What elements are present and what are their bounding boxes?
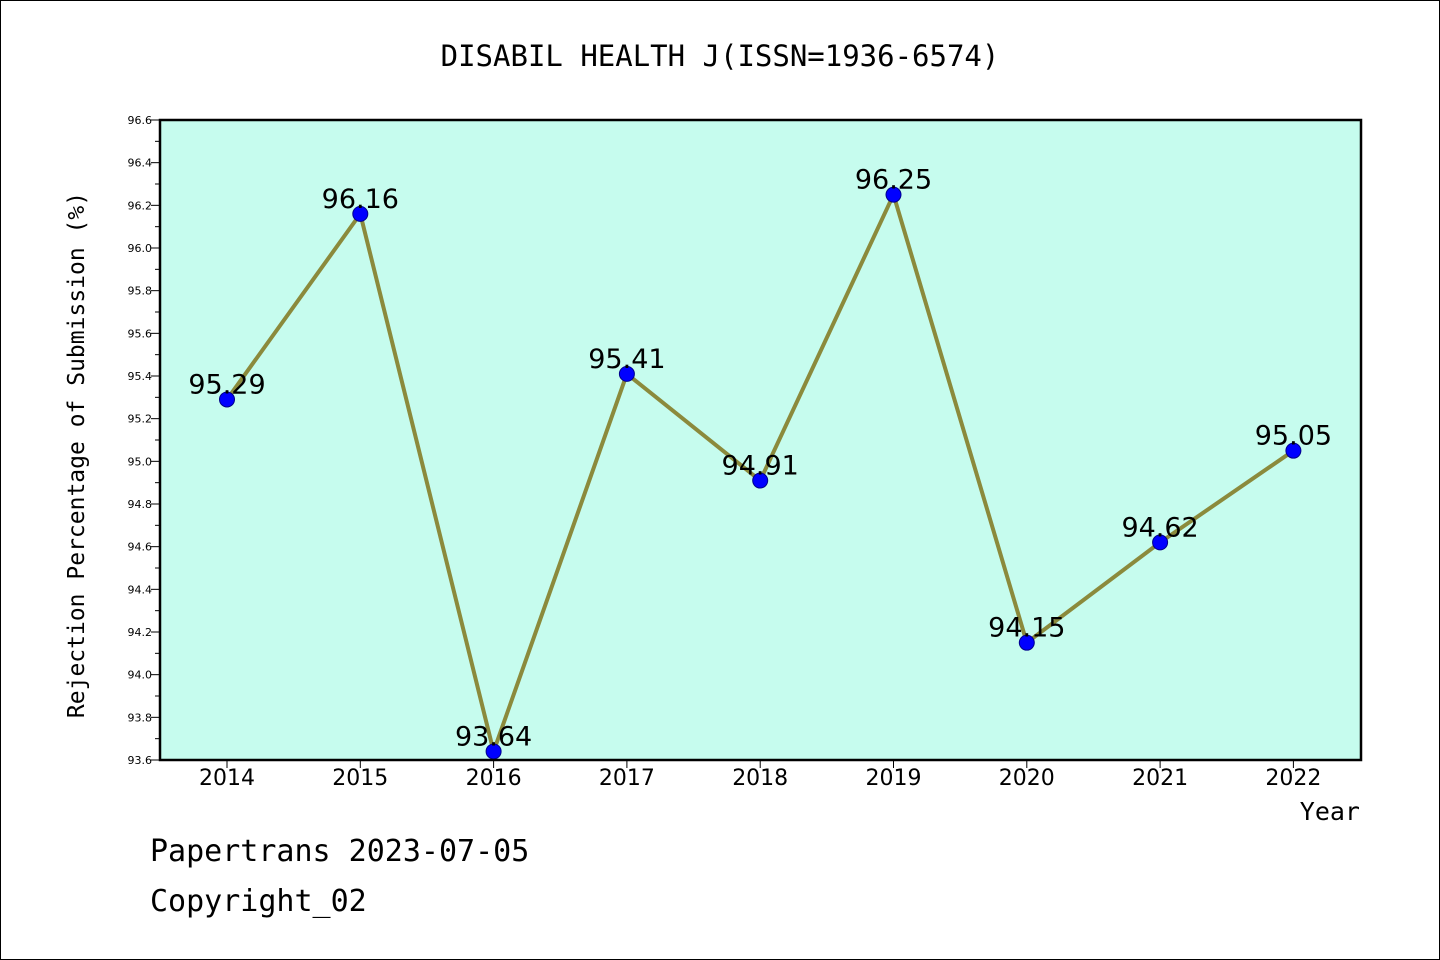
axis-ticks	[151, 119, 1294, 768]
y-tick-label: 95.8	[128, 285, 153, 298]
data-label: 94.91	[722, 451, 799, 482]
x-tick-labels: 2014 2015 2016 2017 2018 2019 2020 2021 2022	[199, 766, 1321, 791]
y-tick-labels: 93.6 93.8 94.0 94.2 94.4 94.6 94.8 95.0 95.2 95.4…	[128, 114, 153, 767]
x-tick-label: 2014	[199, 766, 255, 791]
plot-area	[160, 120, 1361, 760]
data-point	[752, 472, 769, 489]
data-points	[219, 186, 1302, 760]
data-point	[618, 365, 635, 382]
data-label: 95.41	[588, 344, 665, 375]
y-tick-label: 96.2	[128, 199, 153, 212]
plot-border	[158, 118, 1363, 762]
y-tick-label: 93.6	[128, 754, 153, 767]
data-labels: 95.29 96.16 93.64 95.41 94.91 96.25 94.15 94.62…	[188, 165, 1332, 753]
data-point	[1018, 634, 1035, 651]
data-label: 94.62	[1121, 512, 1198, 543]
y-tick-label: 94.2	[128, 626, 153, 639]
y-axis-label: Rejection Percentage of Submission (%)	[64, 192, 90, 718]
x-tick-label: 2016	[466, 766, 522, 791]
data-label: 95.29	[188, 369, 265, 400]
x-tick-label: 2015	[332, 766, 388, 791]
y-tick-label: 94.4	[128, 583, 153, 596]
chart-title: DISABIL HEALTH J(ISSN=1936-6574)	[441, 39, 1000, 73]
y-tick-label: 95.6	[128, 327, 153, 340]
y-tick-label: 96.6	[128, 114, 153, 127]
footer-copyright: Copyright_02	[150, 884, 367, 919]
y-tick-label: 95.4	[128, 370, 153, 383]
footer-date: Papertrans 2023-07-05	[150, 834, 530, 869]
data-label: 94.15	[988, 613, 1065, 644]
y-tick-label: 94.6	[128, 541, 153, 554]
data-label: 96.16	[322, 184, 399, 215]
x-tick-label: 2017	[599, 766, 655, 791]
y-tick-label: 96.0	[128, 242, 153, 255]
data-point	[219, 391, 235, 408]
y-tick-label: 94.8	[128, 498, 153, 511]
data-label: 93.64	[455, 721, 532, 752]
x-tick-label: 2020	[999, 766, 1055, 791]
data-point	[1152, 534, 1169, 551]
y-tick-label: 93.8	[128, 711, 153, 724]
data-point	[885, 186, 902, 203]
x-tick-label: 2022	[1265, 766, 1321, 791]
x-tick-label: 2018	[732, 766, 788, 791]
y-tick-label: 96.4	[128, 157, 153, 170]
y-tick-label: 95.0	[128, 455, 153, 468]
y-tick-label: 94.0	[128, 669, 153, 682]
x-tick-label: 2019	[866, 766, 922, 791]
data-point	[1285, 442, 1302, 459]
y-tick-label: 95.2	[128, 413, 153, 426]
x-axis-label: Year	[1300, 797, 1360, 826]
data-label: 95.05	[1255, 421, 1332, 452]
data-label: 96.25	[855, 165, 932, 196]
x-tick-label: 2021	[1132, 766, 1188, 791]
data-point	[352, 205, 369, 222]
